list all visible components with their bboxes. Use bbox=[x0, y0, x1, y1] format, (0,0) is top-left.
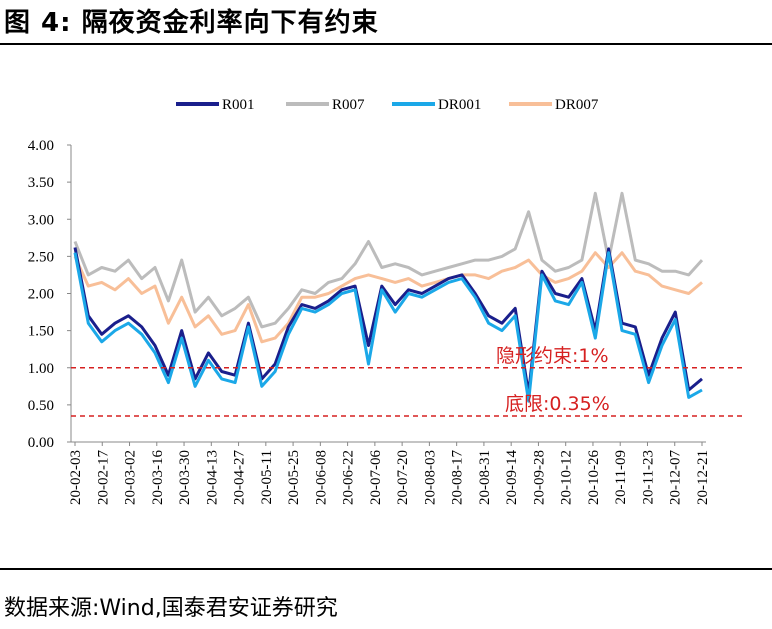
y-tick-label: 2.50 bbox=[28, 249, 54, 265]
legend-label-dr001: DR001 bbox=[438, 97, 481, 113]
legend-label-dr007: DR007 bbox=[555, 97, 599, 113]
x-tick-label: 20-03-30 bbox=[177, 450, 193, 505]
source-note: 数据来源:Wind,国泰君安证券研究 bbox=[4, 596, 338, 621]
x-tick-label: 20-05-11 bbox=[259, 450, 275, 504]
reference-lines: 隐形约束:1% 底限:0.35% bbox=[71, 345, 742, 417]
top-rule bbox=[0, 43, 772, 45]
x-tick-label: 20-06-08 bbox=[313, 450, 329, 505]
series-line-dr007 bbox=[73, 251, 703, 344]
legend: R001 R007 DR001 DR007 bbox=[176, 97, 599, 113]
x-tick-label: 20-12-21 bbox=[695, 450, 711, 505]
reference-label: 底限:0.35% bbox=[505, 393, 610, 415]
x-tick-label: 20-08-31 bbox=[477, 450, 493, 505]
x-axis: 20-02-03 20-02-17 20-03-02 20-03-16 20-03-30… bbox=[68, 441, 711, 505]
y-tick-label: 0.50 bbox=[28, 398, 54, 414]
y-tick-label: 1.50 bbox=[28, 324, 54, 340]
x-tick-label: 20-04-27 bbox=[232, 450, 248, 505]
x-tick-label: 20-10-12 bbox=[559, 450, 575, 505]
series-group bbox=[73, 191, 704, 403]
x-tick-label: 20-07-06 bbox=[368, 450, 384, 505]
x-tick-label: 20-12-07 bbox=[668, 450, 684, 505]
x-tick-label: 20-09-28 bbox=[531, 450, 547, 505]
x-tick-label: 20-05-25 bbox=[286, 450, 302, 505]
x-tick-label: 20-10-26 bbox=[586, 450, 602, 505]
y-tick-label: 0.00 bbox=[28, 435, 54, 451]
y-axis: 0.00 0.50 1.00 1.50 2.00 2.50 3.00 3.50 4.00 bbox=[28, 138, 72, 451]
line-chart: R001 R007 DR001 DR007 0.00 0.50 1.00 1.50 2.00 2… bbox=[28, 97, 742, 505]
series-line-dr001 bbox=[73, 251, 703, 403]
y-tick-label: 1.00 bbox=[28, 361, 54, 377]
y-tick-label: 4.00 bbox=[28, 138, 54, 154]
x-tick-label: 20-11-09 bbox=[613, 450, 629, 504]
x-tick-label: 20-03-02 bbox=[123, 450, 139, 505]
series-line-r007 bbox=[73, 191, 704, 329]
x-tick-label: 20-02-03 bbox=[68, 450, 84, 505]
x-tick-label: 20-11-23 bbox=[640, 450, 656, 504]
y-tick-label: 3.00 bbox=[28, 212, 54, 228]
legend-label-r001: R001 bbox=[222, 97, 255, 113]
figure-title: 图 4: 隔夜资金利率向下有约束 bbox=[4, 8, 379, 38]
x-tick-label: 20-08-17 bbox=[450, 450, 466, 505]
x-tick-label: 20-08-03 bbox=[422, 450, 438, 505]
bottom-rule bbox=[0, 568, 772, 570]
y-tick-label: 2.00 bbox=[28, 287, 54, 303]
reference-label: 隐形约束:1% bbox=[496, 345, 609, 367]
x-tick-label: 20-02-17 bbox=[95, 450, 111, 505]
x-tick-label: 20-04-13 bbox=[204, 450, 220, 505]
x-tick-label: 20-07-20 bbox=[395, 450, 411, 505]
legend-label-r007: R007 bbox=[332, 97, 365, 113]
y-tick-label: 3.50 bbox=[28, 175, 54, 191]
x-tick-label: 20-06-22 bbox=[341, 450, 357, 505]
x-tick-label: 20-09-14 bbox=[504, 450, 520, 505]
x-tick-label: 20-03-16 bbox=[150, 450, 166, 505]
